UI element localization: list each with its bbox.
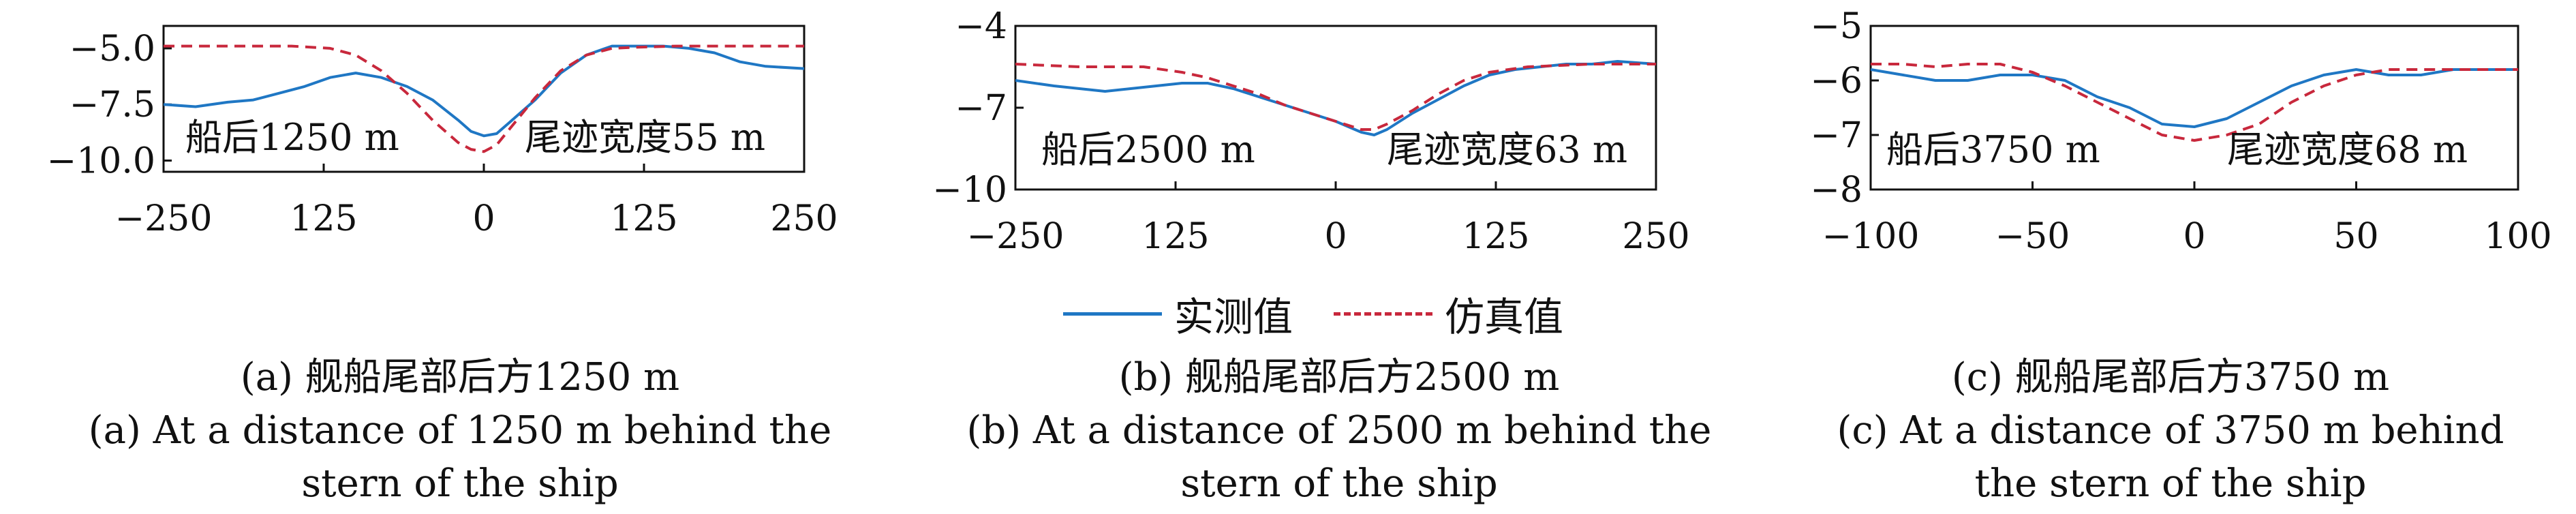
annotation-label: 船后2500 m (1041, 128, 1255, 171)
x-tick-label: 125 (610, 198, 677, 239)
x-tick-label: 250 (770, 198, 838, 239)
annotation-label: 尾迹宽度55 m (525, 116, 765, 159)
caption-b-en-line1: (b) At a distance of 2500 m behind the (966, 408, 1712, 453)
annotation-label: 尾迹宽度68 m (2227, 128, 2468, 171)
legend-label-simulated: 仿真值 (1445, 294, 1564, 340)
x-tick-label: 125 (290, 198, 357, 239)
annotation-label: 尾迹宽度63 m (1387, 128, 1627, 171)
x-tick-label: 250 (1622, 216, 1689, 257)
caption-b-en-line2: stern of the ship (1180, 462, 1498, 506)
y-tick-label: −5.0 (70, 29, 155, 70)
legend-swatch-simulated (1334, 312, 1433, 316)
x-tick-label: 0 (1324, 216, 1347, 257)
x-tick-label: 0 (472, 198, 495, 239)
series-line-measured (1871, 68, 2518, 128)
annotation-label: 船后3750 m (1886, 128, 2100, 171)
caption-a-en-line1: (a) At a distance of 1250 m behind the (88, 408, 832, 453)
y-tick-label: −7.5 (70, 85, 155, 125)
caption-b-cn: (b) 舰船尾部后方2500 m (1118, 355, 1560, 399)
y-tick-label: −4 (955, 6, 1007, 47)
annotation-label: 船后1250 m (185, 116, 399, 159)
caption-c-en-line1: (c) At a distance of 3750 m behind (1837, 408, 2504, 453)
caption-c-cn: (c) 舰船尾部后方3750 m (1951, 355, 2390, 399)
y-tick-label: −7 (1810, 115, 1862, 156)
y-tick-label: −10.0 (47, 141, 155, 182)
x-tick-label: 100 (2484, 216, 2551, 257)
y-tick-label: −7 (955, 88, 1007, 129)
caption-a-cn: (a) 舰船尾部后方1250 m (240, 355, 680, 399)
x-tick-label: −100 (1822, 216, 1920, 257)
chart-panel-b: −4 −7 −10 −250 125 0 125 250 船后2500 m 尾迹宽度63 m (932, 6, 1689, 257)
x-tick-label: −50 (1995, 216, 2070, 257)
series-line-measured (1015, 60, 1656, 136)
y-tick-label: −8 (1810, 170, 1862, 211)
caption-c: (c) 舰船尾部后方3750 m (c) At a distance of 37… (1779, 351, 2562, 511)
legend-item-measured: 实测值 (1063, 285, 1293, 342)
y-tick-label: −6 (1810, 61, 1862, 102)
series-line-simulated (1871, 63, 2518, 142)
legend-swatch-measured (1063, 312, 1162, 316)
y-tick-label: −10 (932, 170, 1007, 211)
y-tick-label: −5 (1810, 6, 1862, 47)
series-line-simulated (1015, 63, 1656, 131)
chart-panel-c: −5 −6 −7 −8 −100 −50 0 50 100 船后3750 m 尾迹宽度68 m (1810, 6, 2551, 257)
series-line-measured (164, 44, 804, 138)
legend-label-measured: 实测值 (1174, 294, 1293, 340)
caption-c-en-line2: the stern of the ship (1974, 462, 2367, 506)
x-tick-label: 0 (2183, 216, 2205, 257)
chart-panel-a: −5.0 −7.5 −10.0 −250 125 0 125 250 船后1250 m 尾迹宽度5… (47, 25, 838, 239)
x-tick-label: −250 (115, 198, 213, 239)
x-tick-label: 125 (1141, 216, 1209, 257)
x-tick-label: 125 (1462, 216, 1529, 257)
caption-a-en-line2: stern of the ship (301, 462, 619, 506)
caption-b: (b) 舰船尾部后方2500 m (b) At a distance of 25… (906, 351, 1772, 511)
series-line-simulated (164, 44, 804, 153)
caption-a: (a) 舰船尾部后方1250 m (a) At a distance of 12… (27, 351, 893, 511)
x-tick-label: 50 (2333, 216, 2378, 257)
legend: 实测值 仿真值 (1063, 286, 1591, 341)
legend-item-simulated: 仿真值 (1334, 285, 1563, 342)
x-tick-label: −250 (967, 216, 1064, 257)
